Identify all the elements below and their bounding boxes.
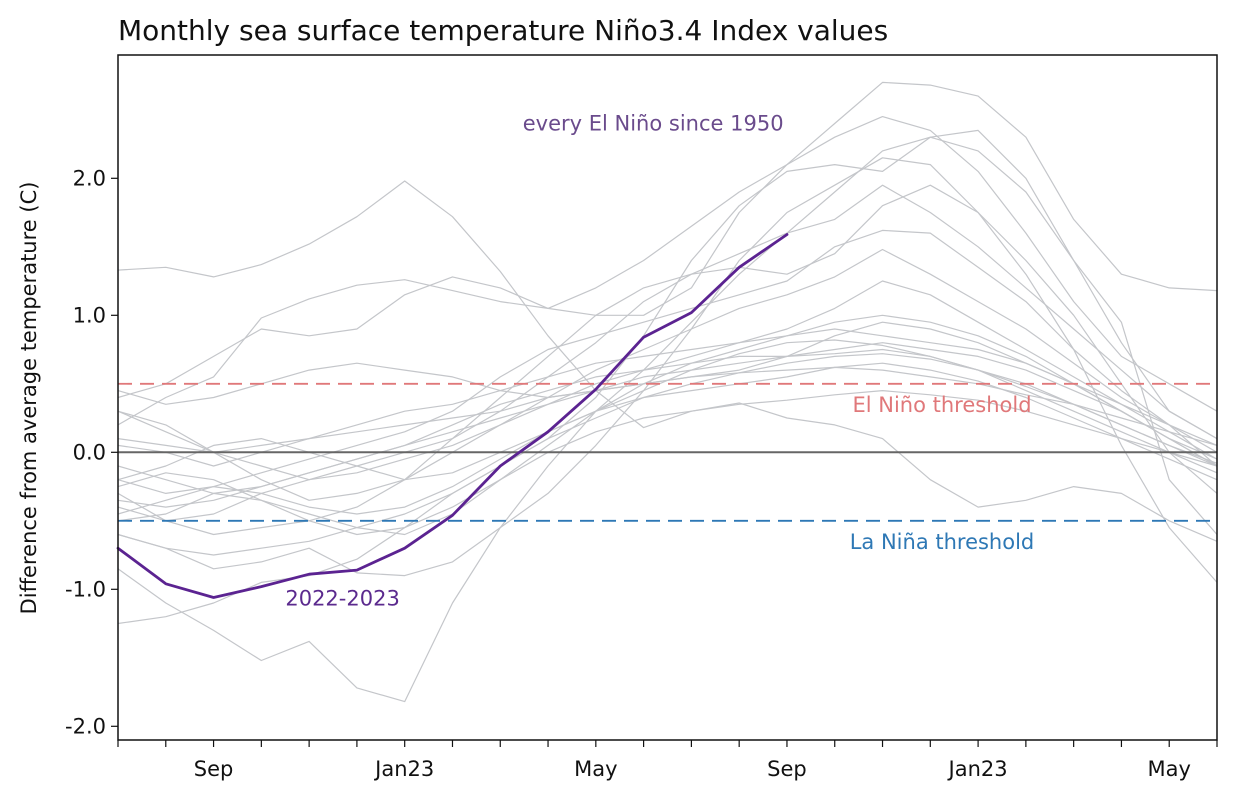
y-tick-label: -2.0 [65, 714, 106, 738]
la-nina-threshold-label: La Niña threshold [850, 530, 1035, 554]
background-series-line [117, 184, 1218, 501]
background-series-line [117, 342, 1218, 508]
background-series-line [117, 328, 1218, 467]
x-tick-label: Jan23 [373, 757, 434, 781]
x-tick-label: Jan23 [947, 757, 1008, 781]
background-series-line [117, 129, 1218, 625]
background-series-line [117, 353, 1218, 556]
background-series-line [117, 229, 1218, 494]
background-series-line [117, 136, 1218, 703]
background-series-line [117, 390, 1218, 536]
plot-frame [117, 54, 1218, 741]
x-tick-label: May [1148, 757, 1191, 781]
background-series-line [117, 248, 1218, 536]
highlight-series-line [116, 233, 789, 599]
y-tick-label: 0.0 [73, 440, 106, 464]
x-tick-label: Sep [767, 757, 807, 781]
highlight-series-label: 2022-2023 [285, 587, 399, 611]
y-axis-label: Difference from average temperature (C) [17, 182, 41, 615]
background-series-line [117, 116, 1218, 412]
y-tick-label: 2.0 [73, 166, 106, 190]
background-series-line [117, 184, 1218, 522]
annotations-group: every El Niño since 1950 2022-2023 [285, 111, 783, 610]
background-series-line [117, 157, 1218, 583]
y-axis: 2.0 1.0 0.0 -1.0 -2.0 [65, 166, 118, 738]
background-series-group [117, 81, 1218, 703]
highlight-series-group [116, 233, 789, 599]
background-series-line [117, 339, 1218, 481]
x-tick-label: May [574, 757, 617, 781]
x-axis: Sep Jan23 May Sep Jan23 May [117, 740, 1218, 781]
el-nino-threshold-label: El Niño threshold [852, 393, 1031, 417]
background-series-line [117, 280, 1218, 481]
y-tick-label: 1.0 [73, 303, 106, 327]
chart-title: Monthly sea surface temperature Niño3.4 … [118, 14, 888, 47]
background-series-line [117, 348, 1218, 494]
x-tick-label: Sep [194, 757, 234, 781]
background-series-line [117, 180, 1218, 542]
y-tick-label: -1.0 [65, 577, 106, 601]
background-series-line [117, 81, 1218, 426]
reference-lines-group: El Niño threshold La Niña threshold [118, 382, 1217, 554]
background-series-line [117, 362, 1218, 515]
el-nino-annotation: every El Niño since 1950 [523, 111, 784, 135]
plot-area: El Niño threshold La Niña threshold every… [116, 81, 1218, 703]
